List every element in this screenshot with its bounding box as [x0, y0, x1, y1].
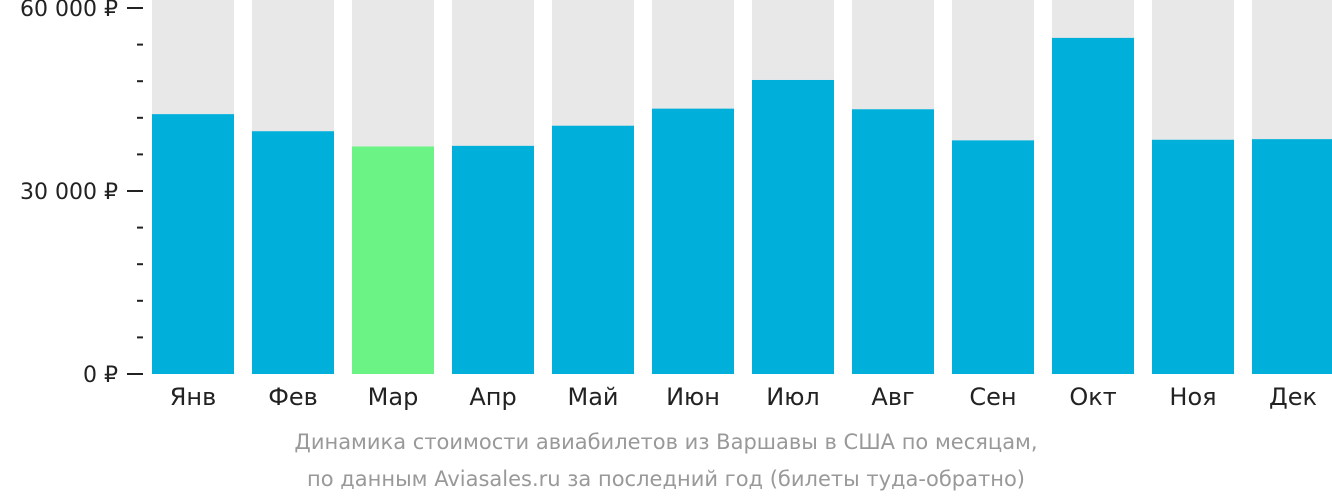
y-axis: 0 ₽ 30 000 ₽ 60 000 ₽	[20, 0, 143, 388]
x-tick-label: Окт	[1069, 383, 1116, 411]
bar-4	[452, 145, 534, 374]
chart-caption-line-2: по данным Aviasales.ru за последний год …	[307, 467, 1025, 491]
bar-7	[752, 79, 834, 374]
y-tick-label: 60 000 ₽	[20, 0, 118, 22]
bar-11	[1152, 139, 1234, 374]
y-tick-label: 30 000 ₽	[20, 180, 118, 205]
x-tick-label: Июн	[666, 383, 720, 411]
bar-10	[1052, 37, 1134, 374]
x-tick-label: Янв	[170, 383, 217, 411]
y-tick-label: 0 ₽	[83, 363, 118, 388]
price-bar-chart: 0 ₽ 30 000 ₽ 60 000 ₽ Янв Фев Мар Апр Май Июн Ию…	[20, 0, 1332, 411]
x-tick-label: Май	[567, 383, 618, 411]
bars-group	[152, 0, 1332, 375]
x-tick-label: Июл	[766, 383, 820, 411]
bar-6	[652, 108, 734, 375]
x-tick-label: Мар	[368, 383, 419, 411]
x-tick-label: Сен	[969, 383, 1016, 411]
x-tick-label: Дек	[1269, 383, 1317, 411]
x-tick-label: Апр	[469, 383, 516, 411]
chart-caption-line-1: Динамика стоимости авиабилетов из Варшав…	[294, 430, 1038, 454]
bar-3	[352, 146, 434, 374]
x-tick-label: Фев	[268, 383, 318, 411]
bar-2	[252, 131, 334, 374]
x-tick-label: Авг	[871, 383, 914, 411]
x-axis: Янв Фев Мар Апр Май Июн Июл Авг Сен Окт Ноя Дек	[170, 383, 1317, 411]
x-tick-label: Ноя	[1169, 383, 1216, 411]
bar-9	[952, 140, 1034, 374]
bar-12	[1252, 139, 1332, 374]
bar-8	[852, 109, 934, 374]
bar-5	[552, 125, 634, 374]
bar-1	[152, 114, 234, 374]
